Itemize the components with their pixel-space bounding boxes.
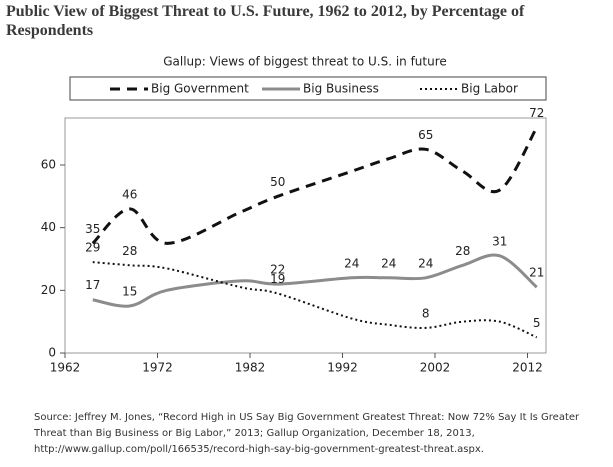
- data-label: 24: [344, 256, 359, 270]
- series-line: [92, 261, 538, 339]
- x-tick-label: 2002: [420, 361, 451, 375]
- y-tick-label: 40: [41, 220, 56, 234]
- y-tick-label: 20: [41, 283, 56, 297]
- data-label: 28: [455, 244, 470, 258]
- data-label: 31: [492, 234, 507, 248]
- data-label: 24: [381, 256, 396, 270]
- page-title: Public View of Biggest Threat to U.S. Fu…: [6, 3, 525, 39]
- y-tick-label: 60: [41, 158, 56, 172]
- data-label: 24: [418, 256, 433, 270]
- data-label: 46: [122, 187, 137, 201]
- data-label: 19: [270, 272, 285, 286]
- data-label: 8: [422, 306, 430, 320]
- y-tick-label: 0: [48, 346, 56, 360]
- source-note: Source: Jeffrey M. Jones, “Record High i…: [34, 412, 580, 455]
- legend-label: Big Government: [151, 82, 249, 96]
- data-label: 72: [529, 106, 544, 120]
- data-label: 28: [122, 244, 137, 258]
- x-tick-label: 1982: [235, 361, 266, 375]
- series-line: [92, 253, 538, 308]
- chart: Gallup: Views of biggest threat to U.S. …: [41, 55, 547, 375]
- legend-label: Big Labor: [461, 82, 518, 96]
- data-label: 17: [85, 278, 100, 292]
- data-label: 5: [533, 316, 541, 330]
- x-tick-label: 1962: [50, 361, 81, 375]
- legend-box: [69, 76, 547, 101]
- series-line: [91, 126, 539, 245]
- plot-frame: [64, 117, 547, 354]
- data-label: 35: [85, 222, 100, 236]
- data-label: 50: [270, 175, 285, 189]
- data-label: 65: [418, 128, 433, 142]
- data-label: 29: [85, 241, 100, 255]
- data-label: 15: [122, 285, 137, 299]
- data-label: 21: [529, 266, 544, 280]
- legend-label: Big Business: [303, 82, 379, 96]
- x-tick-label: 1992: [327, 361, 358, 375]
- data-label: 22: [270, 263, 285, 277]
- x-tick-label: 1972: [142, 361, 173, 375]
- chart-title: Gallup: Views of biggest threat to U.S. …: [163, 55, 447, 69]
- x-tick-label: 2012: [512, 361, 543, 375]
